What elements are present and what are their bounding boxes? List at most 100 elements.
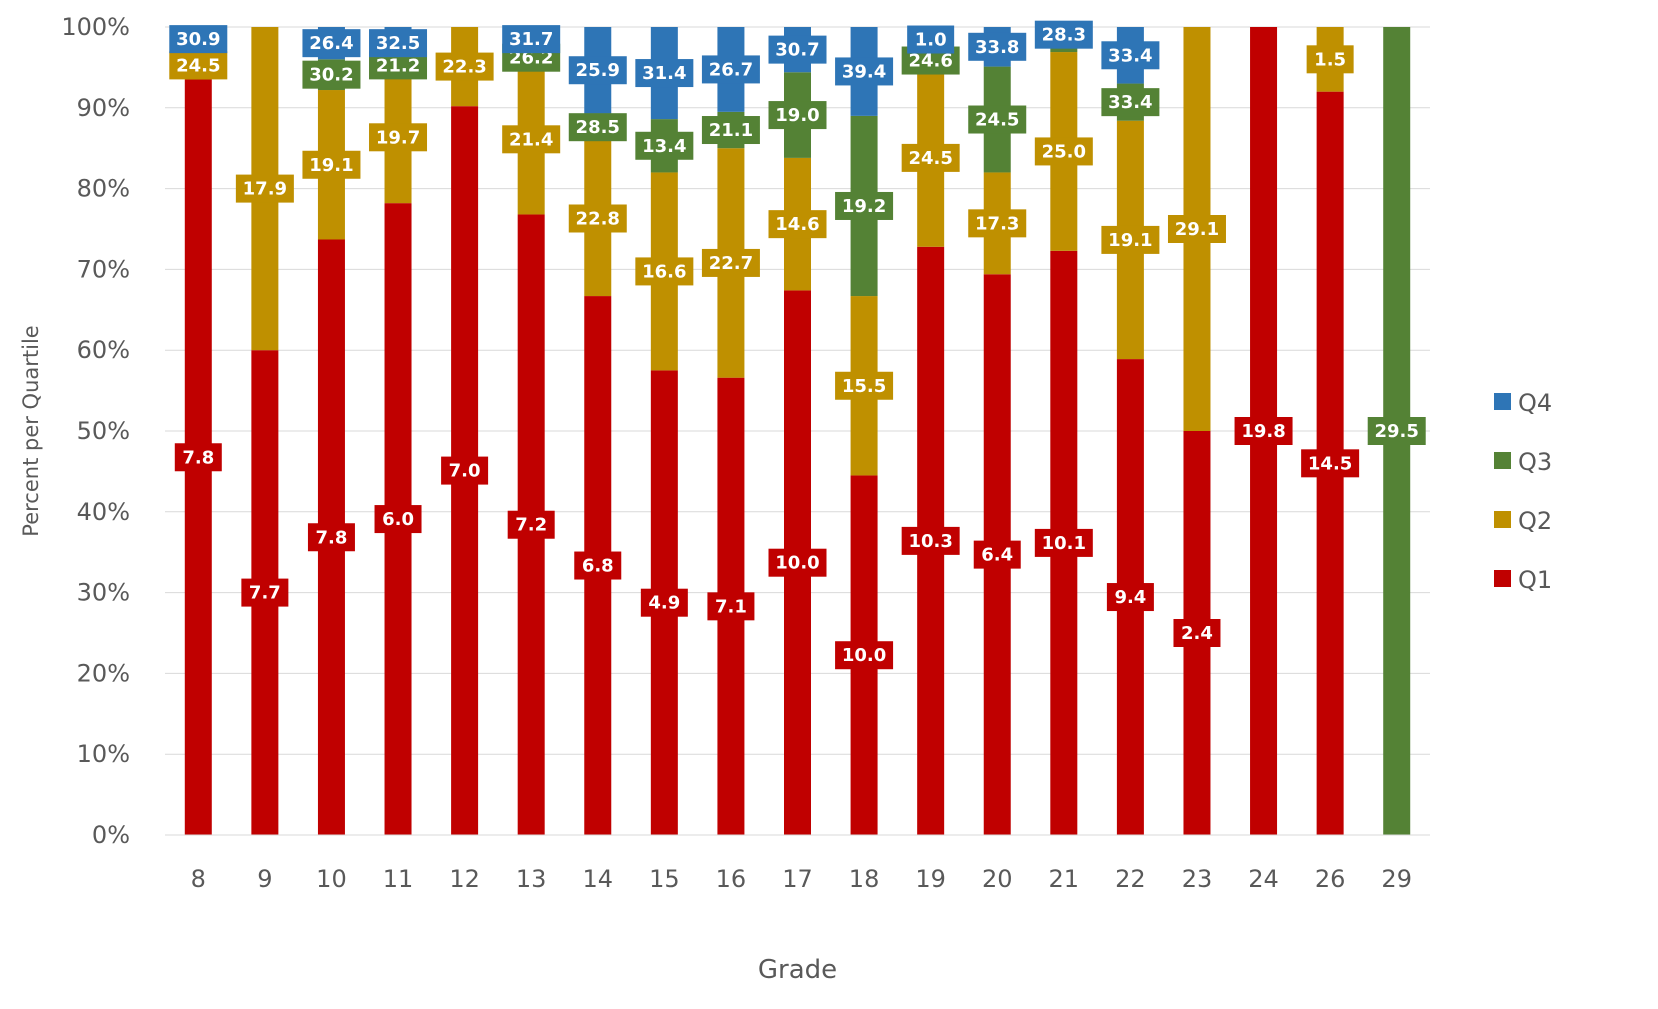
y-tick-label: 60% (77, 336, 130, 364)
data-label-q4: 26.4 (302, 29, 361, 58)
data-label-text: 22.8 (576, 208, 620, 229)
data-label-text: 6.8 (582, 556, 614, 577)
data-label-text: 16.6 (642, 261, 686, 282)
data-label-text: 24.6 (908, 51, 952, 72)
data-label-box (968, 209, 1027, 238)
data-labels: 7.8 24.5 30.9 7.7 17.9 7.8 19.1 30.2 26.4 6.0 19.7… (169, 20, 1426, 670)
data-label-box (1234, 417, 1293, 445)
data-label-q3: 24.5 (968, 105, 1027, 134)
x-axis-ticks: 8 9 10 11 12 13 14 15 16 17 18 19 20 21 22 23 24 26 29 (191, 865, 1412, 893)
data-label-q1: 7.1 (707, 592, 755, 621)
data-label-text: 33.4 (1108, 92, 1152, 113)
data-label-q1: 7.7 (241, 578, 289, 607)
data-label-box (768, 101, 827, 130)
legend-item-q1: Q1 (1494, 566, 1552, 594)
data-label-q3: 30.2 (302, 60, 361, 89)
data-label-text: 33.8 (975, 37, 1019, 58)
data-label-q2: 17.3 (968, 209, 1027, 238)
data-label-q1: 7.2 (507, 510, 555, 539)
x-tick-label: 14 (582, 865, 613, 893)
data-label-box (568, 113, 627, 142)
data-label-q3: 13.4 (635, 131, 694, 160)
y-axis-title: Percent per Quartile (19, 325, 43, 536)
data-label-q1: 10.3 (901, 526, 960, 555)
data-label-box (701, 248, 760, 277)
x-axis-title: Grade (758, 955, 837, 985)
data-label-q1: 2.4 (1173, 619, 1221, 647)
data-label-q2: 29.1 (1167, 215, 1226, 243)
data-label-box (1167, 215, 1226, 243)
data-label-box (369, 123, 428, 152)
data-label-text: 33.4 (1108, 45, 1152, 66)
data-label-q3: 21.1 (701, 116, 760, 145)
data-label-text: 25.0 (1042, 141, 1086, 162)
data-label-box (1034, 137, 1093, 166)
data-label-box (701, 55, 760, 84)
data-label-text: 7.0 (449, 461, 481, 482)
data-label-text: 7.8 (182, 447, 214, 468)
data-label-text: 4.9 (648, 593, 680, 614)
data-label-q1: 6.8 (574, 551, 622, 580)
legend-swatch (1494, 393, 1511, 410)
data-label-text: 13.4 (642, 136, 686, 157)
data-label-q4: 30.9 (169, 25, 228, 54)
data-label-q4: 1.0 (907, 25, 955, 54)
data-label-text: 14.6 (775, 214, 819, 235)
data-label-box (1034, 20, 1093, 49)
data-label-box (441, 456, 489, 485)
data-label-q2: 24.5 (169, 51, 228, 80)
data-label-q2: 22.7 (701, 248, 760, 277)
data-label-box (1101, 225, 1160, 254)
data-label-text: 6.0 (382, 509, 414, 530)
data-label-text: 30.7 (775, 40, 819, 61)
x-tick-label: 19 (915, 865, 946, 893)
data-label-box (768, 210, 827, 239)
data-label-text: 22.3 (442, 57, 486, 78)
data-label-q4: 39.4 (835, 57, 894, 86)
data-label-box (235, 174, 294, 203)
legend-swatch (1494, 511, 1511, 528)
data-label-text: 7.2 (515, 515, 547, 536)
data-label-text: 19.1 (309, 155, 353, 176)
y-tick-label: 30% (77, 579, 130, 607)
data-label-text: 19.0 (775, 105, 819, 126)
data-label-q2: 1.5 (1306, 45, 1354, 74)
x-tick-label: 9 (257, 865, 272, 893)
data-label-q2: 16.6 (635, 257, 694, 286)
data-label-q1: 10.0 (768, 548, 827, 577)
data-label-q4: 26.7 (701, 55, 760, 84)
data-label-text: 17.3 (975, 213, 1019, 234)
data-label-text: 17.9 (243, 179, 287, 200)
data-label-box (835, 371, 894, 400)
legend-label: Q2 (1518, 507, 1552, 535)
data-label-q1: 14.5 (1301, 449, 1360, 478)
x-tick-label: 23 (1182, 865, 1213, 893)
x-tick-label: 11 (383, 865, 414, 893)
data-label-text: 9.4 (1114, 587, 1146, 608)
data-label-q2: 22.8 (568, 204, 627, 233)
data-label-text: 14.5 (1308, 453, 1352, 474)
x-tick-label: 12 (449, 865, 480, 893)
data-label-box (635, 59, 694, 88)
data-label-box (835, 641, 894, 670)
data-label-q1: 7.8 (174, 443, 222, 472)
data-label-q3: 19.0 (768, 101, 827, 130)
data-label-box (574, 551, 622, 580)
legend-item-q3: Q3 (1494, 448, 1552, 476)
data-label-q1: 7.0 (441, 456, 489, 485)
x-tick-label: 26 (1315, 865, 1346, 893)
data-label-text: 21.4 (509, 129, 553, 150)
data-label-text: 19.2 (842, 196, 886, 217)
data-label-q2: 14.6 (768, 210, 827, 239)
data-label-q2: 25.0 (1034, 137, 1093, 166)
data-label-box (968, 105, 1027, 134)
data-label-box (1173, 619, 1221, 647)
data-label-q3: 28.5 (568, 113, 627, 142)
y-tick-label: 40% (77, 498, 130, 526)
data-label-box (1101, 41, 1160, 70)
data-label-text: 26.7 (709, 59, 753, 80)
data-label-box (169, 51, 228, 80)
data-label-q4: 33.4 (1101, 41, 1160, 70)
data-label-box (901, 526, 960, 555)
